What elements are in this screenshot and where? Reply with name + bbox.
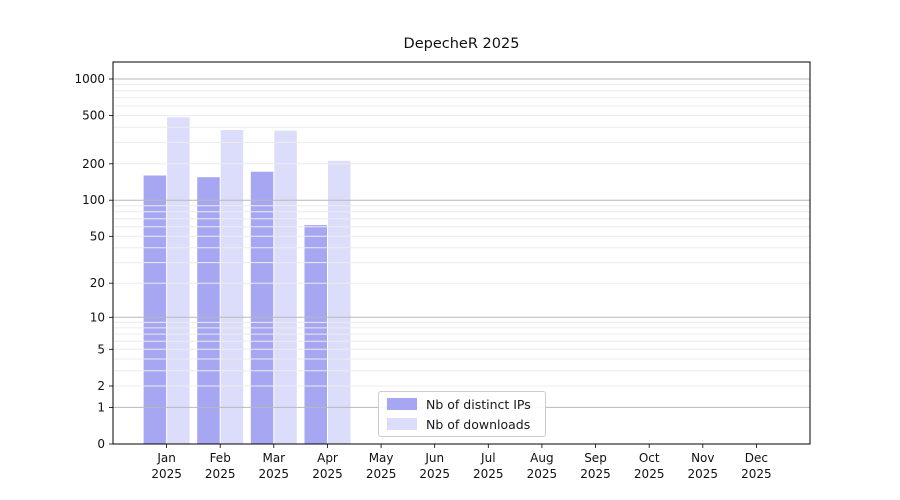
x-tick-label-year: 2025 xyxy=(205,467,236,481)
y-tick-label: 1 xyxy=(97,400,105,414)
bar-downloads-mar xyxy=(274,130,297,444)
y-tick-label: 5 xyxy=(97,342,105,356)
x-tick-label-month: Apr xyxy=(317,451,338,465)
x-tick-label-year: 2025 xyxy=(527,467,558,481)
x-tick-label-year: 2025 xyxy=(741,467,772,481)
x-tick-label-year: 2025 xyxy=(473,467,504,481)
y-tick-label: 50 xyxy=(90,229,105,243)
x-tick-label-month: Oct xyxy=(639,451,660,465)
legend-label-downloads: Nb of downloads xyxy=(426,416,531,432)
x-tick-label-year: 2025 xyxy=(151,467,182,481)
x-tick-label-month: Jan xyxy=(156,451,176,465)
y-tick-label: 500 xyxy=(82,109,105,123)
x-tick-label-year: 2025 xyxy=(634,467,665,481)
chart-title: DepecheR 2025 xyxy=(403,36,520,52)
x-tick-label-year: 2025 xyxy=(419,467,450,481)
x-tick-label-month: Jun xyxy=(424,451,444,465)
y-tick-label: 200 xyxy=(82,157,105,171)
x-tick-label-month: Feb xyxy=(210,451,231,465)
x-tick-label-year: 2025 xyxy=(688,467,719,481)
legend-swatch-downloads xyxy=(387,418,417,430)
x-tick-label-month: Jul xyxy=(480,451,495,465)
bar-downloads-jan xyxy=(167,117,190,445)
legend-item-downloads: Nb of downloads xyxy=(387,416,545,433)
legend-label-distinct-ips: Nb of distinct IPs xyxy=(426,396,531,412)
legend-item-distinct-ips: Nb of distinct IPs xyxy=(387,396,545,413)
y-tick-label: 20 xyxy=(90,276,105,290)
x-tick-label-year: 2025 xyxy=(580,467,611,481)
y-tick-label: 2 xyxy=(97,379,105,393)
x-tick-label-year: 2025 xyxy=(312,467,343,481)
y-tick-label: 1000 xyxy=(74,72,105,86)
y-tick-label: 100 xyxy=(82,193,105,207)
y-tick-label: 10 xyxy=(90,310,105,324)
legend: Nb of distinct IPs Nb of downloads xyxy=(378,391,546,437)
plot-border xyxy=(112,61,811,445)
x-tick-label-month: May xyxy=(369,451,394,465)
x-tick-label-year: 2025 xyxy=(366,467,397,481)
bar-distinct-ips-jan xyxy=(143,175,167,444)
bar-downloads-apr xyxy=(328,160,351,445)
x-tick-label-month: Mar xyxy=(262,451,285,465)
bar-distinct-ips-feb xyxy=(197,177,220,444)
y-tick-label: 0 xyxy=(97,437,105,451)
bar-downloads-feb xyxy=(220,130,244,444)
x-tick-label-month: Aug xyxy=(530,451,553,465)
x-tick-label-year: 2025 xyxy=(259,467,290,481)
x-tick-label-month: Nov xyxy=(691,451,714,465)
x-tick-label-month: Dec xyxy=(745,451,768,465)
x-tick-label-month: Sep xyxy=(584,451,607,465)
legend-swatch-distinct-ips xyxy=(387,398,417,410)
bar-distinct-ips-mar xyxy=(250,171,274,444)
